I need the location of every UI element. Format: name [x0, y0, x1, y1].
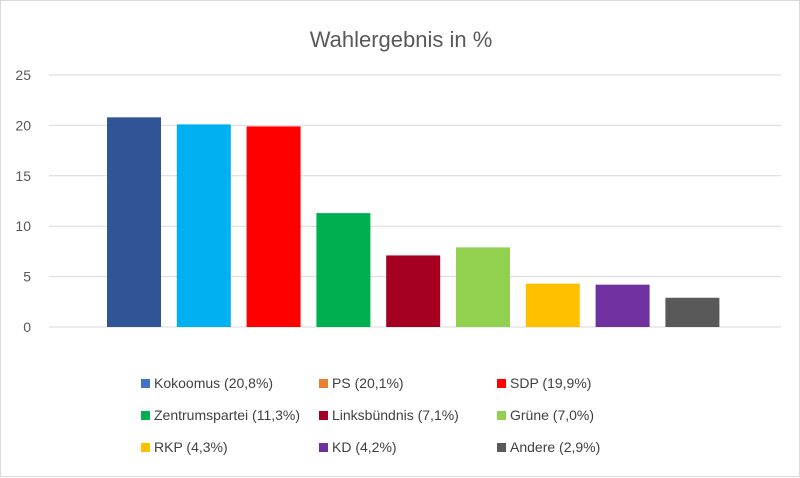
legend-item: Andere (2,9%)	[497, 439, 600, 455]
y-tick-label: 20	[15, 117, 31, 133]
y-tick-label: 15	[15, 168, 31, 184]
bar-rkp	[525, 283, 580, 327]
legend-label: PS (20,1%)	[332, 375, 404, 391]
y-tick-label: 10	[15, 218, 31, 234]
legend-label: RKP (4,3%)	[154, 439, 228, 455]
legend-swatch	[141, 379, 150, 388]
legend-swatch	[141, 411, 150, 420]
gridlines	[49, 74, 781, 328]
legend-item: RKP (4,3%)	[141, 439, 228, 455]
legend-swatch	[319, 379, 328, 388]
legend-label: Zentrumspartei (11,3%)	[154, 407, 300, 423]
legend: Kokoomus (20,8%) PS (20,1%) SDP (19,9%) Zen…	[141, 375, 600, 455]
y-tick-label: 25	[15, 67, 31, 83]
bar-linksb-ndnis	[386, 255, 441, 327]
legend-item: Linksbündnis (7,1%)	[319, 407, 459, 423]
legend-label: SDP (19,9%)	[510, 375, 591, 391]
legend-swatch	[497, 411, 506, 420]
y-axis-ticks: 0 5 10 15 20 25	[15, 67, 31, 335]
y-tick-label: 0	[23, 319, 31, 335]
legend-item: Kokoomus (20,8%)	[141, 375, 273, 391]
legend-swatch	[141, 443, 150, 452]
legend-label: Kokoomus (20,8%)	[154, 375, 273, 391]
legend-item: Grüne (7,0%)	[497, 407, 594, 423]
y-tick-label: 5	[23, 269, 31, 285]
legend-label: KD (4,2%)	[332, 439, 397, 455]
legend-item: SDP (19,9%)	[497, 375, 591, 391]
legend-swatch	[319, 411, 328, 420]
legend-swatch	[319, 443, 328, 452]
bar-zentrumspartei	[316, 213, 371, 327]
legend-label: Grüne (7,0%)	[510, 407, 594, 423]
bar-sdp	[246, 126, 301, 328]
legend-item: KD (4,2%)	[319, 439, 397, 455]
bar-andere	[665, 297, 720, 327]
legend-item: PS (20,1%)	[319, 375, 404, 391]
bar-gr-ne	[456, 247, 510, 327]
bar-ps	[176, 124, 231, 327]
bar-kd	[595, 284, 650, 327]
bars	[107, 117, 720, 328]
legend-label: Andere (2,9%)	[510, 439, 600, 455]
legend-swatch	[497, 379, 506, 388]
bar-kokoomus	[107, 117, 161, 327]
legend-swatch	[497, 443, 506, 452]
chart-title: Wahlergebnis in %	[310, 27, 493, 52]
legend-item: Zentrumspartei (11,3%)	[141, 407, 300, 423]
legend-label: Linksbündnis (7,1%)	[332, 407, 459, 423]
